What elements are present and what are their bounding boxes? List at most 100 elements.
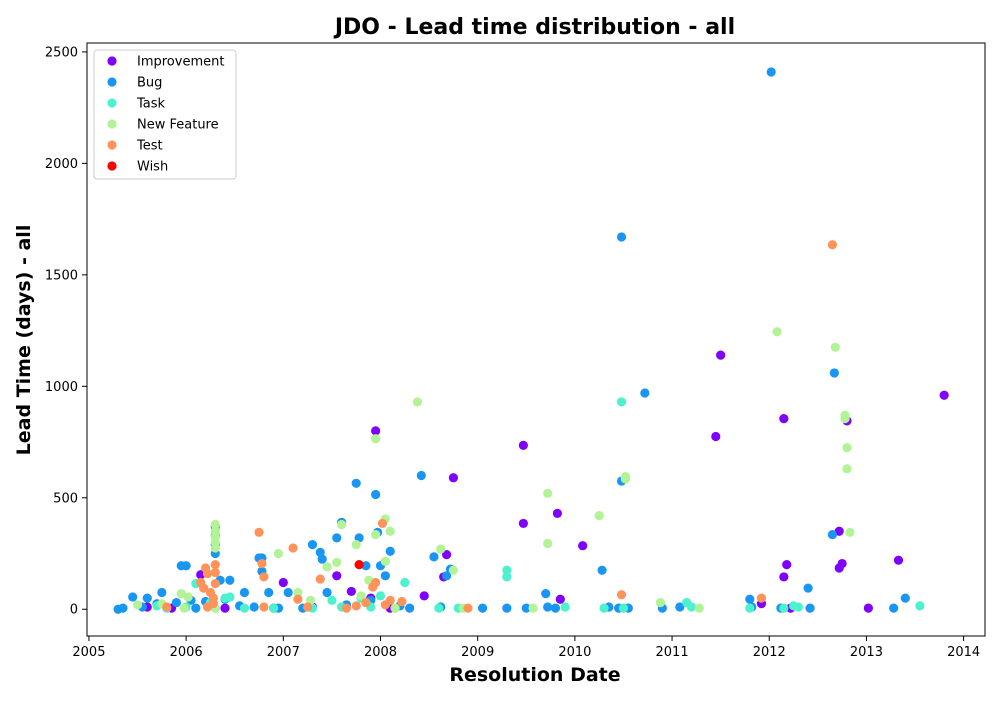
- data-point: [377, 518, 388, 529]
- data-point: [259, 602, 269, 612]
- data-point: [278, 577, 288, 588]
- data-point: [162, 602, 172, 612]
- data-point: [528, 603, 538, 613]
- x-tick-label: 2014: [947, 645, 980, 660]
- legend-entry: Test: [136, 139, 163, 154]
- y-tick-label: 2500: [45, 45, 78, 60]
- data-point: [210, 519, 220, 530]
- data-point: [181, 561, 191, 571]
- data-point: [259, 572, 269, 582]
- legend-marker: [107, 56, 117, 66]
- data-point: [766, 67, 776, 77]
- data-point: [332, 557, 342, 568]
- data-point: [939, 390, 949, 400]
- data-point: [416, 470, 426, 481]
- data-point: [827, 529, 838, 540]
- data-point: [210, 543, 220, 553]
- data-point: [315, 574, 325, 584]
- data-point: [273, 548, 284, 559]
- y-tick-label: 500: [53, 491, 78, 506]
- data-point: [543, 602, 553, 612]
- data-point: [327, 595, 337, 605]
- data-point: [199, 583, 209, 593]
- data-point: [616, 232, 627, 242]
- data-point: [477, 603, 488, 613]
- data-point: [803, 583, 813, 593]
- data-point: [264, 587, 274, 598]
- data-point: [371, 426, 381, 436]
- data-point: [220, 603, 230, 613]
- data-point: [429, 552, 439, 562]
- x-tick-label: 2007: [267, 645, 300, 660]
- data-point: [805, 603, 815, 613]
- x-axis-label: Resolution Date: [449, 664, 620, 686]
- data-point: [405, 603, 415, 613]
- data-point: [434, 603, 444, 613]
- chart-title: JDO - Lead time distribution - all: [333, 15, 735, 40]
- data-point: [322, 562, 332, 572]
- data-point: [390, 603, 400, 613]
- data-point: [436, 544, 446, 554]
- data-point: [779, 603, 789, 613]
- series-wish: [354, 560, 364, 570]
- x-tick-label: 2011: [656, 645, 689, 660]
- data-point: [518, 518, 528, 529]
- y-axis: 0 500 1000 1500 2000 2500: [45, 45, 87, 618]
- data-point: [332, 571, 342, 581]
- data-point: [640, 388, 650, 398]
- x-tick-label: 2010: [558, 645, 591, 660]
- data-point: [118, 603, 128, 613]
- data-point: [361, 561, 371, 571]
- data-point: [834, 526, 844, 536]
- data-point: [893, 555, 904, 565]
- data-points: [113, 67, 949, 614]
- data-point: [385, 526, 395, 536]
- data-point: [837, 558, 847, 569]
- data-point: [191, 603, 201, 613]
- x-tick-label: 2009: [461, 645, 494, 660]
- data-point: [322, 587, 332, 598]
- data-point: [356, 591, 366, 601]
- series-new-feature: [132, 327, 855, 613]
- data-point: [782, 560, 792, 570]
- data-point: [915, 601, 925, 611]
- data-point: [283, 587, 293, 598]
- data-point: [210, 560, 220, 570]
- data-point: [361, 597, 371, 608]
- data-point: [397, 596, 407, 607]
- data-point: [842, 443, 852, 453]
- data-point: [317, 554, 327, 564]
- data-point: [332, 533, 342, 543]
- series-bug: [113, 67, 910, 614]
- data-point: [594, 511, 604, 521]
- data-point: [543, 488, 553, 498]
- data-point: [597, 565, 607, 575]
- data-point: [249, 602, 259, 612]
- legend-entry: New Feature: [137, 118, 219, 133]
- data-point: [555, 594, 565, 604]
- plot-area: [86, 42, 986, 637]
- x-tick-label: 2013: [850, 645, 883, 660]
- data-point: [239, 603, 250, 613]
- data-point: [371, 489, 381, 500]
- data-point: [183, 592, 193, 602]
- data-point: [745, 603, 755, 613]
- data-point: [412, 397, 423, 407]
- x-tick-label: 2006: [170, 645, 203, 660]
- data-point: [142, 593, 152, 603]
- data-point: [618, 603, 629, 613]
- legend-box: [93, 49, 237, 180]
- data-point: [371, 577, 381, 588]
- data-point: [196, 570, 206, 580]
- data-point: [303, 602, 313, 612]
- legend-entry: Wish: [137, 160, 168, 175]
- data-point: [346, 586, 356, 597]
- data-point: [371, 434, 381, 444]
- data-point: [176, 589, 186, 599]
- data-point: [441, 571, 452, 581]
- legend: Improvement Bug Task New Feature Test Wish: [93, 49, 237, 180]
- series-test: [162, 240, 838, 613]
- data-point: [448, 473, 458, 483]
- data-point: [254, 527, 264, 537]
